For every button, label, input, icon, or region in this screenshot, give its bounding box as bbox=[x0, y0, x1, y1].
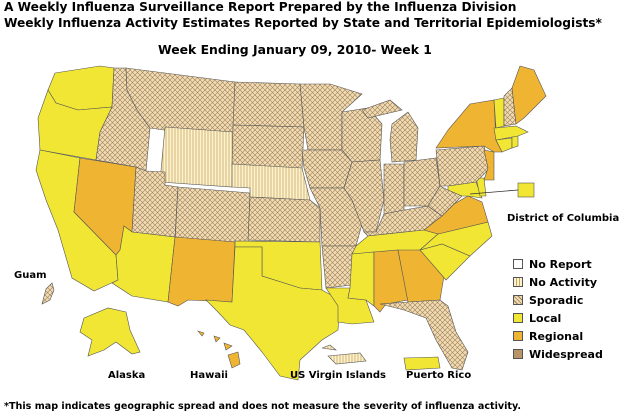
state-georgia bbox=[397, 249, 445, 303]
legend-swatch bbox=[513, 259, 523, 269]
state-hawaii bbox=[197, 330, 241, 369]
state-wyoming bbox=[159, 126, 234, 188]
state-north-dakota bbox=[232, 81, 305, 128]
legend-item: Local bbox=[513, 309, 603, 327]
state-iowa bbox=[301, 149, 353, 189]
footnote: *This map indicates geographic spread an… bbox=[4, 401, 522, 412]
state-dc-inset bbox=[517, 182, 535, 198]
legend-swatch bbox=[513, 313, 523, 323]
legend-label: Sporadic bbox=[529, 293, 584, 307]
legend-swatch bbox=[513, 349, 523, 359]
territory-puerto-rico bbox=[403, 356, 441, 371]
state-delaware bbox=[475, 177, 487, 197]
state-maine bbox=[511, 65, 547, 125]
legend-item: No Activity bbox=[513, 273, 603, 291]
state-new-mexico bbox=[167, 236, 236, 307]
state-kansas bbox=[247, 196, 321, 243]
state-new-jersey bbox=[483, 149, 495, 181]
usvi-label: US Virgin Islands bbox=[290, 370, 386, 381]
legend-swatch bbox=[513, 277, 523, 287]
state-alaska bbox=[79, 307, 141, 357]
legend-swatch bbox=[513, 295, 523, 305]
legend-label: Local bbox=[529, 311, 562, 325]
legend-item: No Report bbox=[513, 255, 603, 273]
alaska-label: Alaska bbox=[108, 370, 146, 381]
legend-item: Widespread bbox=[513, 345, 603, 363]
legend-item: Sporadic bbox=[513, 291, 603, 309]
state-florida bbox=[379, 299, 469, 371]
state-colorado bbox=[174, 186, 251, 247]
state-new-york bbox=[435, 99, 503, 153]
state-massachusetts bbox=[493, 125, 529, 141]
state-indiana bbox=[383, 163, 405, 215]
legend: No Report No Activity Sporadic Local Reg… bbox=[513, 255, 603, 363]
report-subtitle: Weekly Influenza Activity Estimates Repo… bbox=[4, 16, 602, 30]
legend-label: No Activity bbox=[529, 275, 598, 289]
state-mississippi bbox=[347, 251, 375, 307]
legend-item: Regional bbox=[513, 327, 603, 345]
legend-swatch bbox=[513, 331, 523, 341]
hawaii-label: Hawaii bbox=[190, 370, 228, 381]
territory-guam bbox=[41, 282, 55, 305]
state-vermont bbox=[493, 97, 505, 129]
legend-label: No Report bbox=[529, 257, 592, 271]
state-texas bbox=[205, 246, 341, 381]
week-label: Week Ending January 09, 2010- Week 1 bbox=[158, 42, 432, 57]
state-michigan bbox=[361, 99, 419, 163]
dc-label: District of Columbia bbox=[507, 213, 620, 224]
pr-label: Puerto Rico bbox=[406, 370, 472, 381]
state-rhode-island bbox=[511, 135, 519, 149]
report-title: A Weekly Influenza Surveillance Report P… bbox=[4, 0, 517, 14]
legend-label: Widespread bbox=[529, 347, 603, 361]
guam-label: Guam bbox=[14, 270, 47, 281]
state-south-dakota bbox=[231, 124, 305, 171]
legend-label: Regional bbox=[529, 329, 584, 343]
territory-us-virgin-islands bbox=[321, 344, 367, 365]
